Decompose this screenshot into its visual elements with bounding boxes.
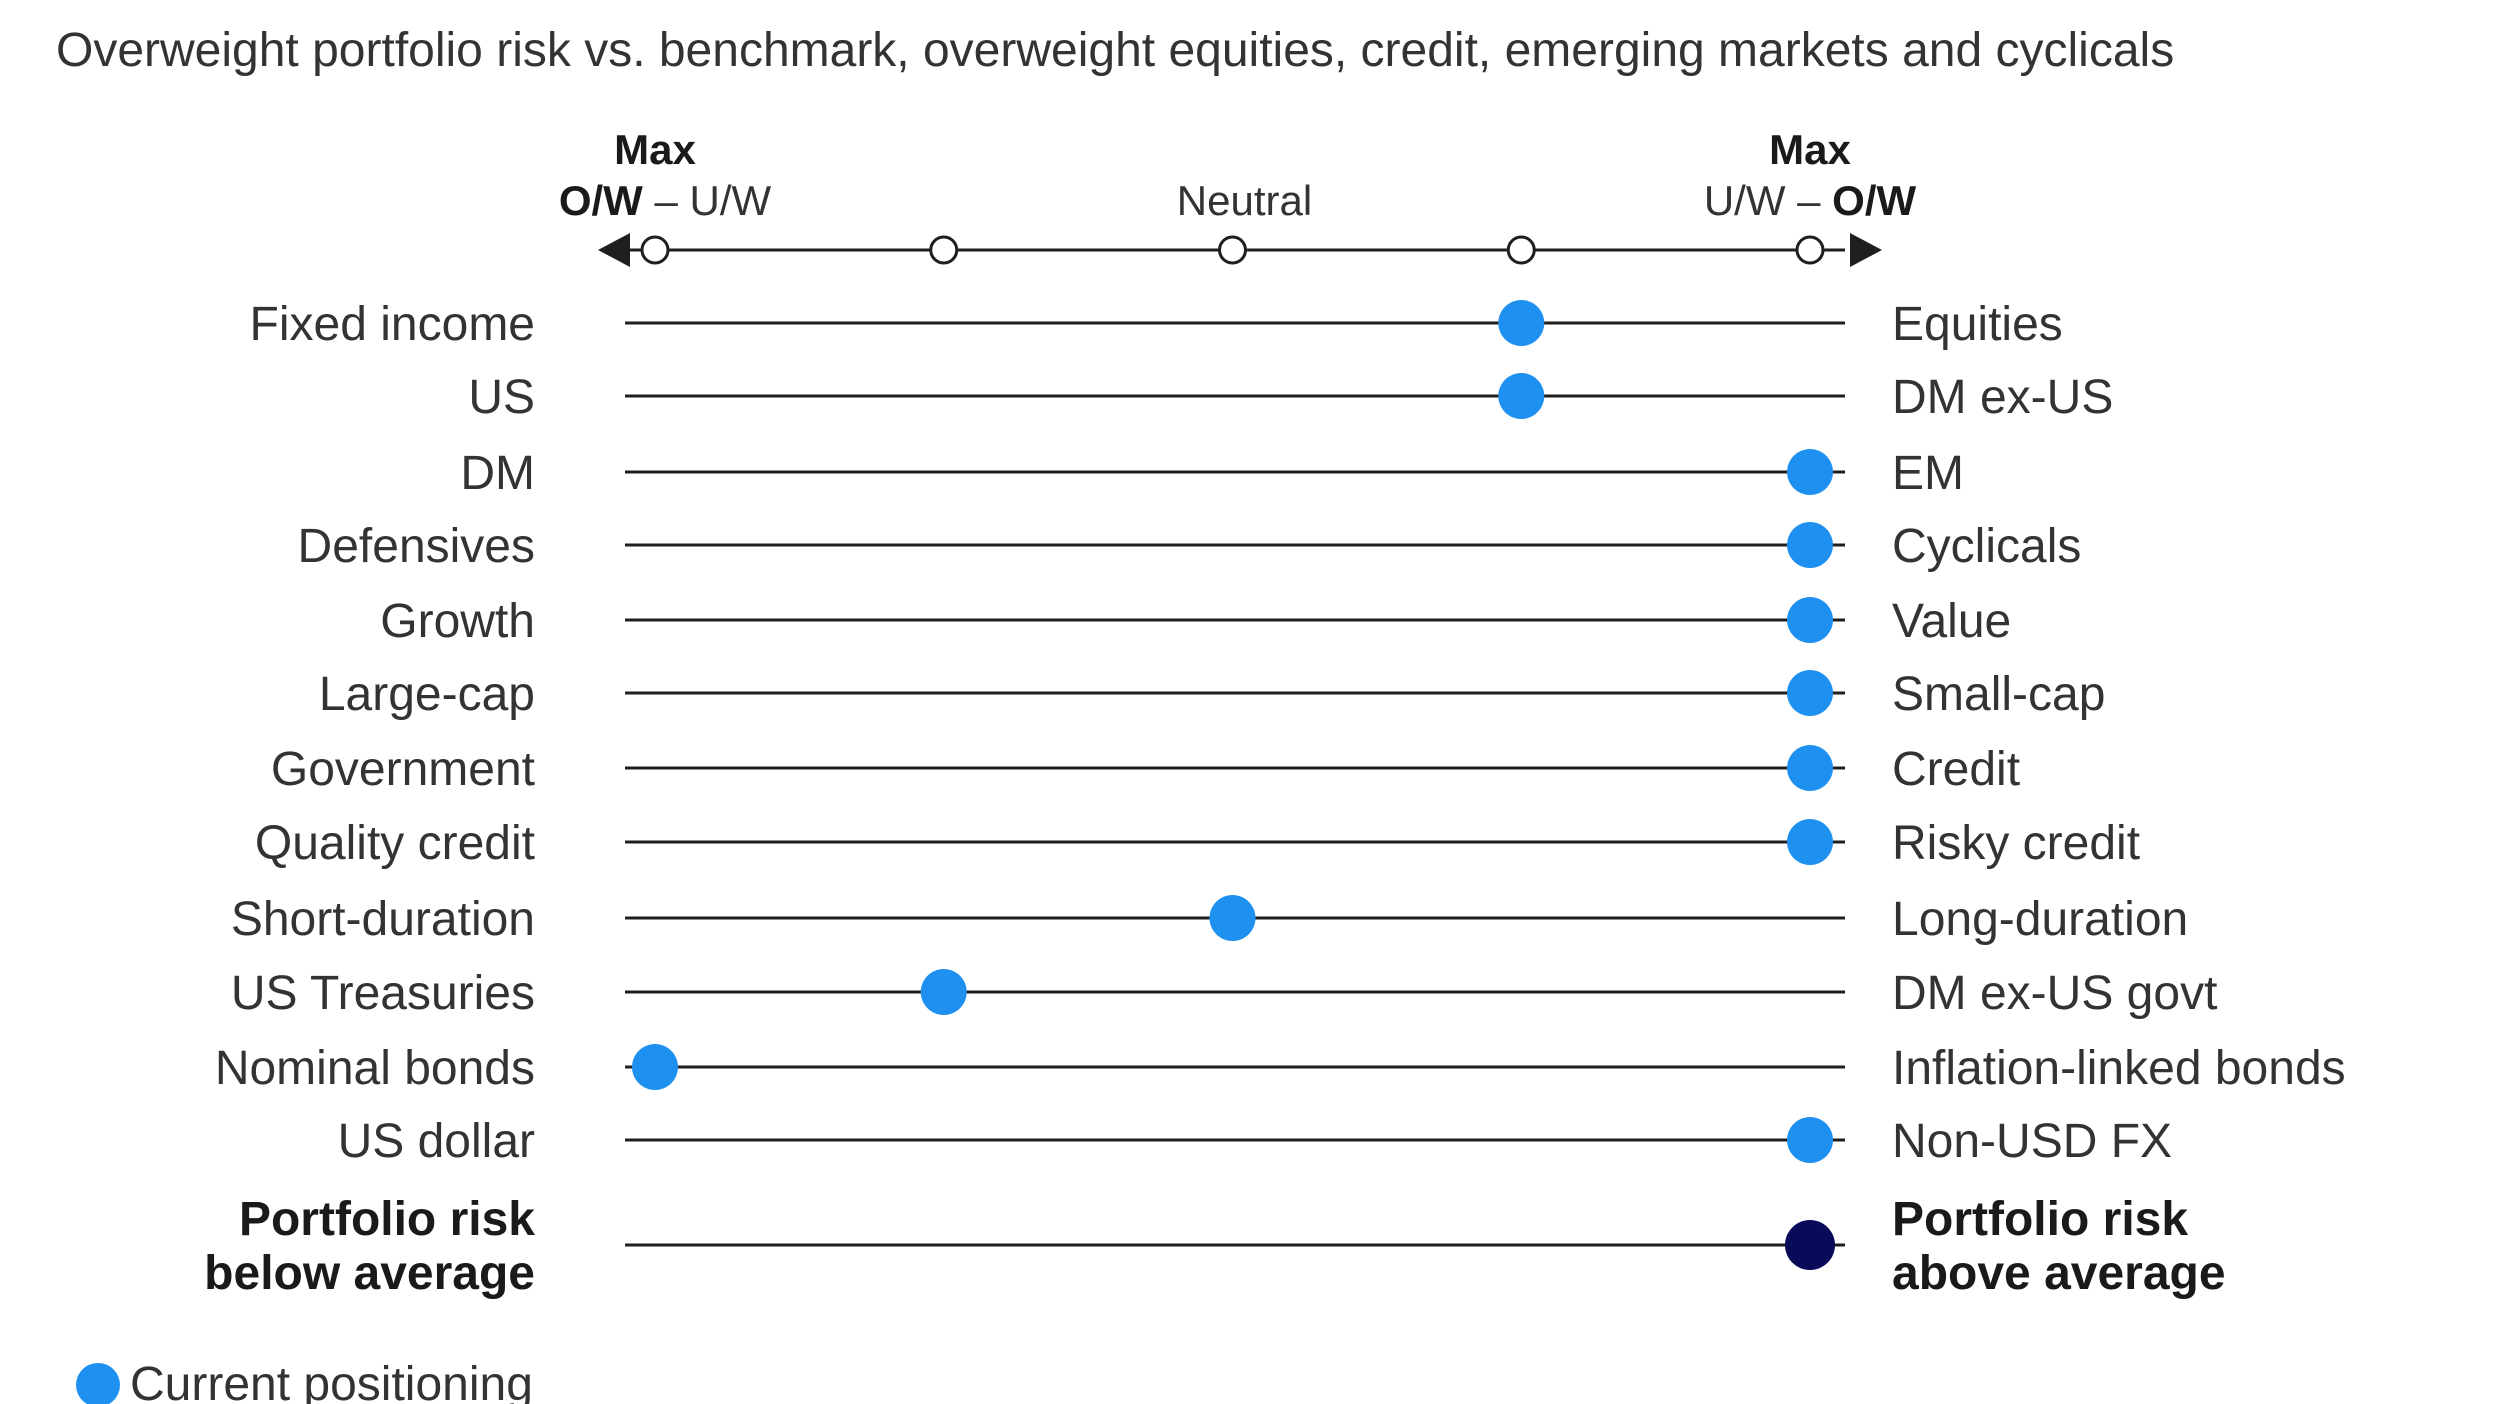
row-left-label: US Treasuries (231, 967, 535, 1020)
row: US Treasuries DM ex-US govt (231, 967, 2218, 1020)
legend-dot-icon (76, 1363, 120, 1404)
row-right-label: Cyclicals (1892, 520, 2081, 573)
row: US DM ex-US (468, 371, 2113, 424)
row: Portfolio risk below average Portfolio ris… (204, 1193, 2225, 1300)
row-right-label: EM (1892, 447, 1964, 500)
row-right-label: Non-USD FX (1892, 1115, 2172, 1168)
chart-title: Overweight portfolio risk vs. benchmark,… (56, 24, 2174, 77)
scale-tick (1795, 235, 1825, 265)
row-right-label: Small-cap (1892, 668, 2105, 721)
scale-tick (640, 235, 670, 265)
scale-tick (1218, 235, 1247, 265)
position-dot (1787, 449, 1833, 495)
scale-tick (929, 235, 959, 265)
row-left-label: Nominal bonds (215, 1042, 535, 1095)
row: Defensives Cyclicals (298, 520, 2082, 573)
position-dot (1787, 745, 1833, 791)
scale-arrow-right-icon (1850, 233, 1882, 267)
position-dot (632, 1044, 678, 1090)
row-left-label: Quality credit (255, 817, 535, 870)
rows-group: Fixed income Equities US DM ex-US DM EM Defens… (204, 298, 2345, 1300)
position-dot (1787, 522, 1833, 568)
row-right-label: Equities (1892, 298, 2063, 351)
row-left-label: US (468, 371, 535, 424)
scale-arrow-left-icon (598, 233, 630, 267)
row: Large-cap Small-cap (319, 668, 2106, 721)
scale-left-max-label: Max (614, 126, 696, 173)
row-right-label: DM ex-US govt (1892, 967, 2217, 1020)
row-left-label: Defensives (298, 520, 535, 573)
position-dot (1787, 597, 1833, 643)
row: US dollar Non-USD FX (338, 1115, 2172, 1168)
row: Fixed income Equities (250, 298, 2063, 351)
position-dot (1787, 819, 1833, 865)
row-left-label: DM (460, 447, 535, 500)
scale-tick (1506, 235, 1536, 265)
row: DM EM (460, 447, 1964, 500)
row-right-label: Inflation-linked bonds (1892, 1042, 2346, 1095)
row: Nominal bonds Inflation-linked bonds (215, 1042, 2346, 1095)
row-right-label: Risky credit (1892, 817, 2140, 870)
row-right-label: Portfolio risk above average (1892, 1193, 2226, 1300)
row-left-label: Fixed income (250, 298, 535, 351)
row-right-label: Long-duration (1892, 893, 2188, 946)
row-left-label: Government (271, 743, 535, 796)
row: Quality credit Risky credit (255, 817, 2140, 870)
position-dot (1209, 895, 1256, 941)
legend: Current positioning (76, 1358, 533, 1404)
row-left-label: Large-cap (319, 668, 535, 721)
scale-neutral-label: Neutral (1177, 177, 1312, 224)
scale-left-ow-uw-label: O/W – U/W (559, 177, 772, 224)
row: Growth Value (380, 595, 2011, 648)
row-right-label: Value (1892, 595, 2011, 648)
scale-right-max-label: Max (1769, 126, 1851, 173)
row-right-label: Credit (1892, 743, 2020, 796)
row-left-label: Growth (380, 595, 535, 648)
legend-label: Current positioning (130, 1358, 533, 1404)
row: Short-duration Long-duration (231, 893, 2188, 946)
position-dot (1787, 1117, 1833, 1163)
position-dot (1785, 1220, 1835, 1270)
position-dot (1498, 300, 1545, 346)
row-left-label: Short-duration (231, 893, 535, 946)
position-dot (1787, 670, 1833, 716)
row-left-label: Portfolio risk below average (204, 1193, 535, 1300)
scale-right-uw-ow-label: U/W – O/W (1704, 177, 1917, 224)
row: Government Credit (271, 743, 2020, 796)
row-right-label: DM ex-US (1892, 371, 2113, 424)
position-dot (1498, 373, 1545, 419)
position-dot (920, 969, 967, 1015)
row-left-label: US dollar (338, 1115, 535, 1168)
